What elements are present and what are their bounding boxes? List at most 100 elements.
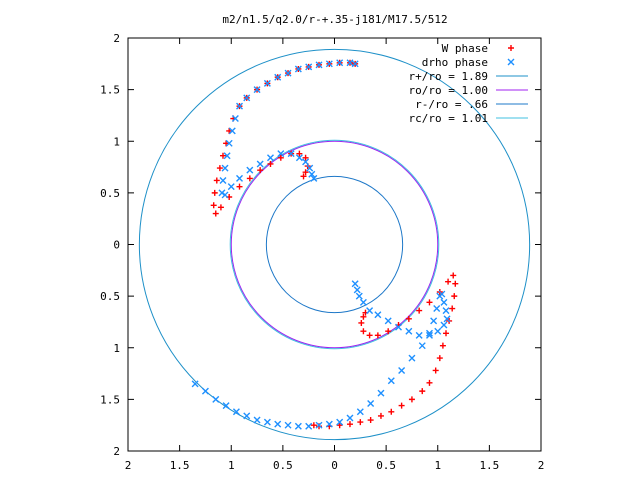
w-phase-point <box>346 421 353 428</box>
x-tick-label: 1.5 <box>479 459 499 472</box>
w-phase-point <box>358 319 365 326</box>
drho-phase-point <box>305 63 313 71</box>
y-tick-label: 2 <box>113 445 120 458</box>
drho-phase-point <box>302 158 310 166</box>
drho-phase-point <box>201 387 209 395</box>
drho-phase-point <box>325 420 333 428</box>
drho-phase-point <box>346 59 354 67</box>
drho-phase-point <box>221 164 229 172</box>
w-phase-point <box>443 330 450 337</box>
drho-phase-point <box>315 421 323 429</box>
w-phase-point <box>226 127 233 134</box>
drho-phase-point <box>408 354 416 362</box>
chart-title: m2/n1.5/q2.0/r-+.35-j181/M17.5/512 <box>222 13 447 26</box>
drho-phase-point <box>367 400 375 407</box>
w-phase-point <box>366 332 373 339</box>
drho-phase-point <box>232 408 240 416</box>
w-phase-point <box>377 412 384 419</box>
w-phase-point <box>310 422 317 429</box>
w-phase-point <box>302 154 309 161</box>
w-phase-point <box>388 408 395 415</box>
drho-phase-point <box>355 292 363 300</box>
y-tick-label: 0.5 <box>100 187 120 200</box>
reference-circle <box>265 175 404 314</box>
w-phase-point <box>300 173 307 180</box>
x-tick-label: 1 <box>434 459 441 472</box>
x-tick-label: 0.5 <box>376 459 396 472</box>
w-phase-point <box>360 313 367 320</box>
drho-phase-point <box>274 420 282 428</box>
y-tick-label: 0 <box>113 239 120 252</box>
w-phase-point <box>211 189 218 196</box>
drho-phase-point <box>243 412 251 420</box>
legend-label: rc/ro = 1.01 <box>409 112 488 125</box>
drho-phase-point <box>256 160 264 168</box>
drho-phase-point <box>236 102 244 110</box>
drho-phase-point <box>284 421 292 429</box>
w-phase-point <box>367 417 374 424</box>
drho-phase-point <box>387 377 395 385</box>
w-phase-point <box>217 204 224 211</box>
drho-phase-point <box>395 323 403 331</box>
y-tick-label: 1.5 <box>100 84 120 97</box>
w-phase-point <box>436 355 443 362</box>
drho-phase-point <box>274 73 282 81</box>
w-phase-point <box>360 328 367 335</box>
w-phase-point <box>451 293 458 300</box>
reference-circle <box>138 48 531 441</box>
drho-phase-point <box>223 152 231 160</box>
legend-label: r-/ro = .66 <box>415 98 488 111</box>
legend-label: ro/ro = 1.00 <box>409 84 488 97</box>
y-tick-label: 2 <box>113 32 120 45</box>
drho-phase-point <box>310 174 318 182</box>
drho-phase-point <box>377 389 385 397</box>
w-phase-point <box>426 299 433 306</box>
w-phase-point <box>210 202 217 209</box>
drho-phase-point <box>336 418 344 426</box>
drho-phase-point <box>212 395 220 403</box>
drho-phase-point <box>246 166 254 174</box>
w-phase-point <box>213 177 220 184</box>
drho-phase-point <box>225 139 233 147</box>
w-phase-point <box>385 328 392 335</box>
drho-phase-point <box>440 321 448 329</box>
w-phase-point <box>450 272 457 279</box>
drho-phase-point <box>442 307 450 315</box>
drho-phase-point <box>374 311 382 319</box>
drho-phase-point <box>222 402 230 410</box>
drho-phase-point <box>325 60 333 68</box>
drho-phase-point <box>398 366 406 374</box>
drho-phase-point <box>284 69 292 77</box>
drho-phase-point <box>351 60 359 68</box>
w-phase-point <box>296 150 303 157</box>
w-phase-point <box>219 152 226 159</box>
w-phase-point <box>257 167 264 174</box>
w-phase-point <box>267 160 274 167</box>
w-phase-point <box>416 307 423 314</box>
drho-phase-point <box>425 331 433 339</box>
w-phase-point <box>302 169 309 176</box>
drho-phase-point <box>433 305 441 313</box>
legend-label: drho phase <box>422 56 488 69</box>
reference-circle <box>229 139 440 350</box>
x-tick-label: 2 <box>538 459 545 472</box>
drho-phase-point <box>287 150 295 158</box>
x-tick-label: 0 <box>331 459 338 472</box>
drho-phase-point <box>308 170 316 178</box>
drho-phase-point <box>295 154 303 162</box>
drho-phase-point <box>405 327 413 335</box>
drho-phase-point <box>359 298 367 306</box>
drho-phase-point <box>434 327 442 335</box>
drho-phase-point <box>294 422 302 430</box>
x-tick-label: 1 <box>228 459 235 472</box>
y-tick-label: 1 <box>113 135 120 148</box>
x-tick-label: 2 <box>125 459 132 472</box>
drho-phase-point <box>507 58 515 66</box>
drho-phase-point <box>353 286 361 294</box>
reference-circles <box>138 48 531 441</box>
w-phase-point <box>316 423 323 430</box>
drho-phase-point <box>430 317 438 325</box>
drho-phase-point <box>438 290 446 298</box>
